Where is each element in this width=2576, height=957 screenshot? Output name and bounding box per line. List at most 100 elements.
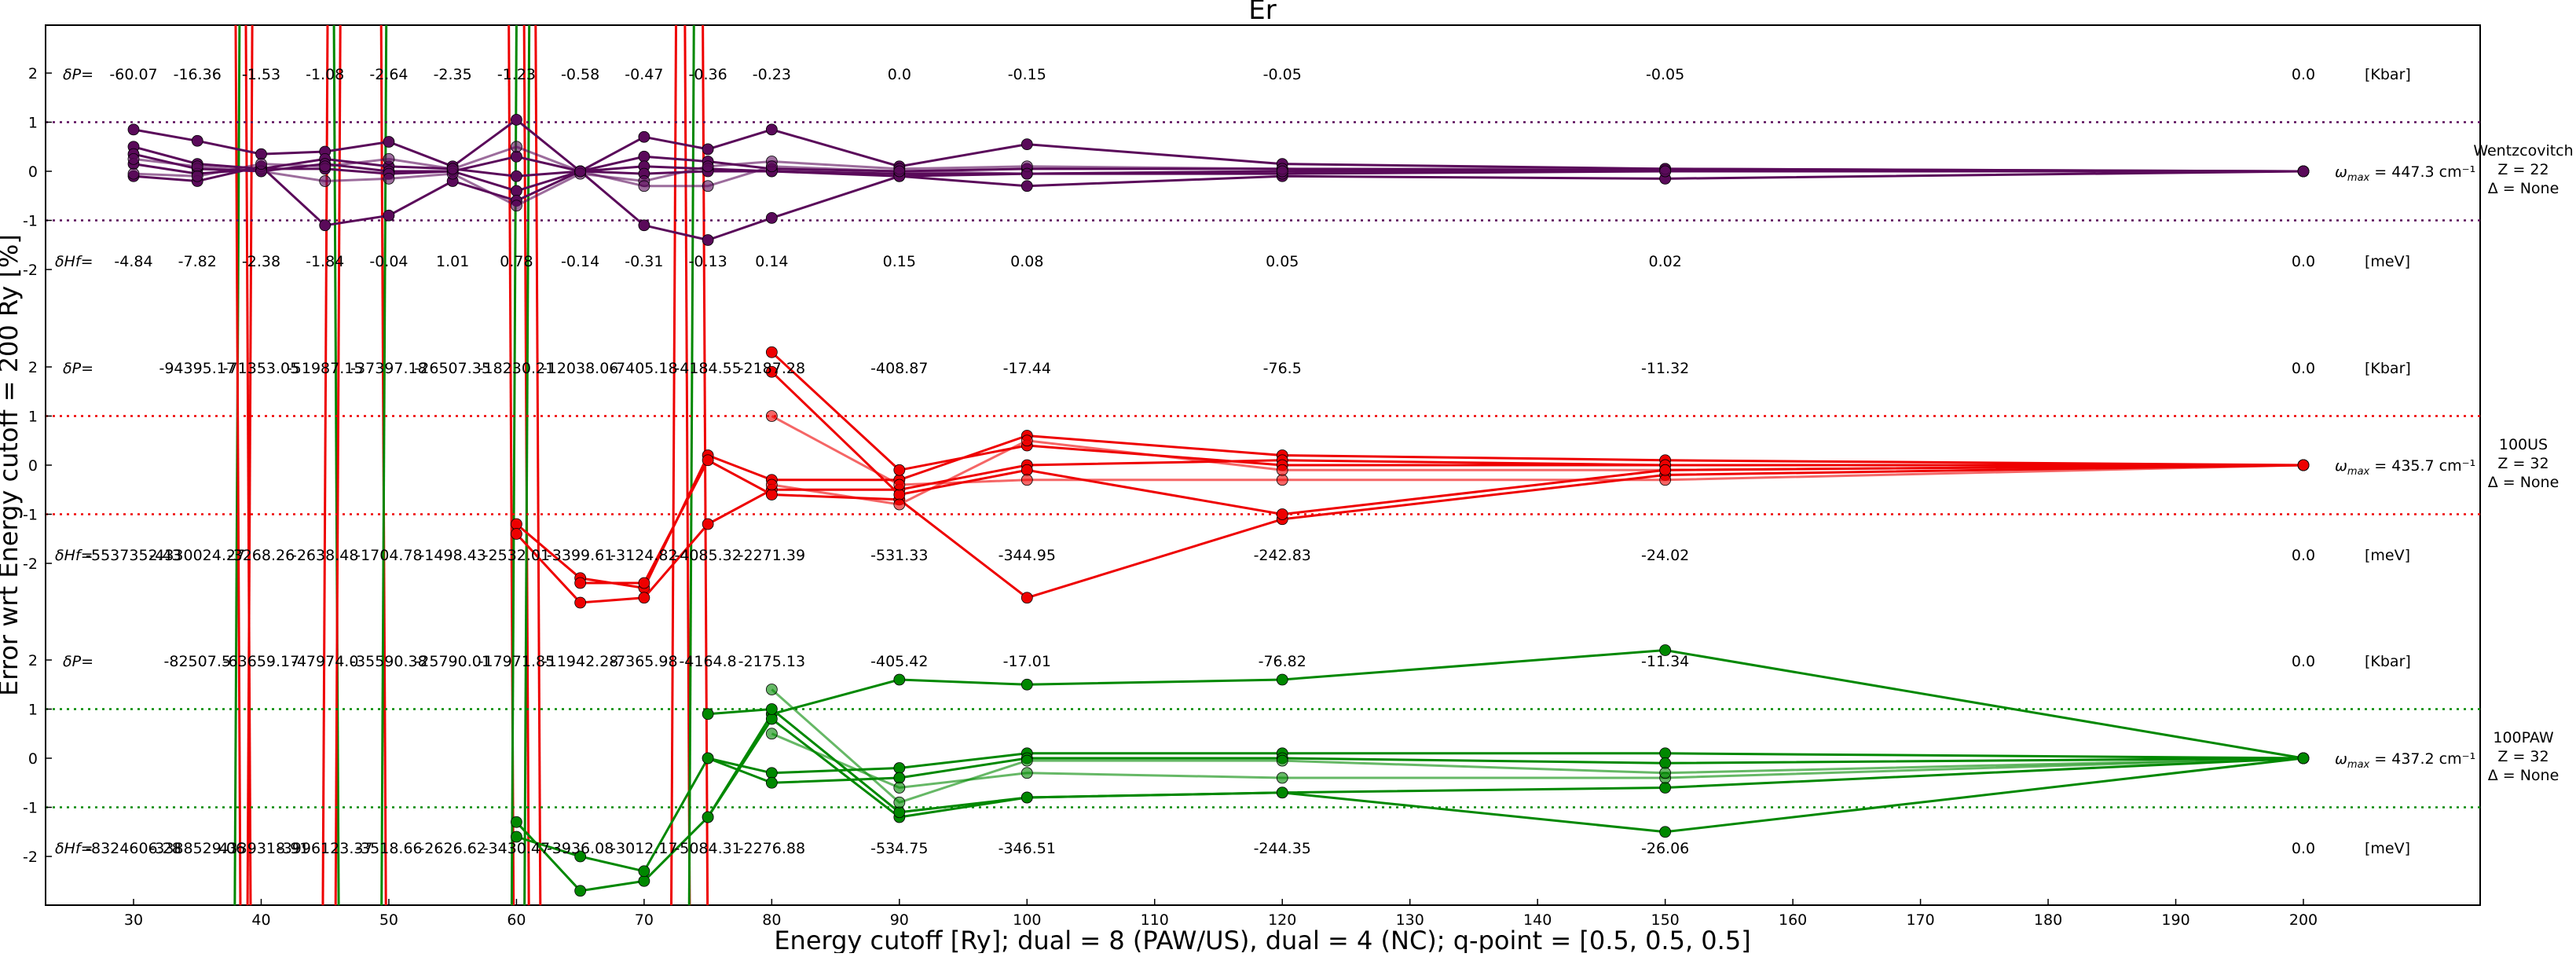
y-tick-label: 1 — [28, 115, 38, 132]
dh-value: -4330024.27 — [149, 547, 245, 564]
dh-value: -0.13 — [689, 253, 727, 270]
data-point — [638, 865, 650, 878]
dp-value: -0.23 — [753, 66, 791, 83]
series-line — [771, 415, 2304, 486]
pseudo-label-line: Wentzcovitch — [2473, 142, 2573, 160]
dh-value: 0.14 — [755, 253, 788, 270]
dp-value: -4184.55 — [674, 360, 741, 377]
dh-value: 0.08 — [1010, 253, 1043, 270]
dh-value: -4.84 — [114, 253, 152, 270]
data-point — [2297, 752, 2310, 764]
y-tick-label: -1 — [23, 507, 38, 524]
data-point — [319, 219, 332, 232]
data-point — [511, 518, 522, 530]
dh-value: -2638.48 — [291, 547, 358, 564]
y-axis-label: Error wrt Energy cutoff = 200 Ry [%] — [0, 234, 24, 696]
data-point — [893, 489, 906, 500]
dp-value: -12038.06 — [542, 360, 619, 377]
x-tick-label: 60 — [507, 911, 526, 929]
x-tick-label: 200 — [2289, 911, 2318, 929]
x-tick-label: 90 — [890, 911, 909, 929]
dp-value: -47974.0 — [291, 653, 358, 670]
data-point — [638, 180, 650, 192]
x-tick-label: 100 — [1013, 911, 1041, 929]
dp-value: -2175.13 — [738, 653, 805, 670]
panel-100us: 2 1 0 -1 -2 δP= δHf=-5537352.43 -94395.17 -43300… — [23, 346, 2559, 609]
data-point — [1276, 474, 1288, 486]
y-tick-label: 1 — [28, 702, 38, 719]
x-tick-label: 110 — [1141, 911, 1169, 929]
data-point — [255, 158, 267, 170]
data-point — [1021, 167, 1033, 180]
dh-value: 0.0 — [2292, 253, 2315, 270]
dp-unit: [Kbar] — [2365, 653, 2411, 670]
panels-layer: 2 1 0 -1 -2 δP= δHf= -60.07 -4.84 -16.36 -7.82 -1.5… — [23, 65, 2574, 897]
dp-row-label: δP= — [63, 66, 93, 83]
y-tick-label: 2 — [28, 65, 38, 82]
dh-value: -3388529.06 — [149, 840, 245, 857]
spike-line — [670, 24, 677, 906]
data-point — [1659, 474, 1672, 486]
x-tick-label: 50 — [379, 911, 398, 929]
data-point — [893, 772, 906, 784]
data-point — [1659, 644, 1672, 656]
pseudo-label-line: Z = 22 — [2497, 161, 2549, 178]
dh-value: 0.02 — [1648, 253, 1681, 270]
dh-value: -5537352.43 — [86, 547, 181, 564]
dh-value: -2276.88 — [738, 840, 805, 857]
dh-value: -3012.17 — [610, 840, 677, 857]
data-point — [702, 811, 714, 823]
dh-value: -0.31 — [625, 253, 663, 270]
data-point — [127, 152, 140, 165]
dp-value: -35590.38 — [350, 653, 427, 670]
data-point — [511, 185, 522, 197]
data-point — [702, 518, 714, 530]
dp-value: -2187.28 — [738, 360, 805, 377]
spike-line — [687, 24, 695, 906]
dh-value: -2532.01 — [483, 547, 550, 564]
dp-value: -25790.01 — [414, 653, 491, 670]
dh-value: -5084.31 — [674, 840, 741, 857]
spike-line — [332, 24, 340, 906]
dh-value: -7.82 — [178, 253, 217, 270]
data-point — [702, 180, 714, 192]
dp-value: -76.82 — [1259, 653, 1306, 670]
chart-title: Er — [1248, 0, 1276, 26]
y-tick-label: -2 — [23, 556, 38, 573]
dp-value: -11942.28 — [542, 653, 619, 670]
data-point — [574, 850, 587, 863]
dp-value: -11.32 — [1641, 360, 1689, 377]
series-line — [133, 145, 2303, 188]
data-point — [511, 170, 522, 182]
dp-value: 0.0 — [888, 66, 911, 83]
data-point — [511, 150, 522, 163]
data-point — [893, 478, 906, 491]
y-tick-label: 0 — [28, 750, 38, 768]
dh-value: 0.0 — [2292, 840, 2315, 857]
x-tick-label: 30 — [124, 911, 143, 929]
dh-value: -1704.78 — [355, 547, 422, 564]
data-point — [2297, 459, 2310, 471]
dh-value: -2271.39 — [738, 547, 805, 564]
dp-row-label: δP= — [63, 653, 93, 670]
data-point — [1276, 786, 1288, 799]
series-line — [515, 434, 2304, 589]
data-point — [638, 219, 650, 232]
data-point — [893, 782, 906, 794]
dp-value: 0.0 — [2292, 653, 2315, 670]
dp-unit: [Kbar] — [2365, 360, 2411, 377]
data-point — [702, 143, 714, 156]
data-point — [893, 673, 906, 686]
data-point — [1659, 464, 1672, 476]
x-axis-label: Energy cutoff [Ry]; dual = 8 (PAW/US), d… — [774, 926, 1750, 953]
x-tick-label: 130 — [1396, 911, 1424, 929]
x-tick-label: 140 — [1523, 911, 1552, 929]
series-line — [515, 752, 2304, 873]
data-point — [765, 160, 778, 173]
dp-value: -16.36 — [174, 66, 222, 83]
data-point — [765, 767, 778, 779]
data-point — [638, 130, 650, 143]
data-point — [446, 163, 459, 175]
data-point — [638, 150, 650, 163]
